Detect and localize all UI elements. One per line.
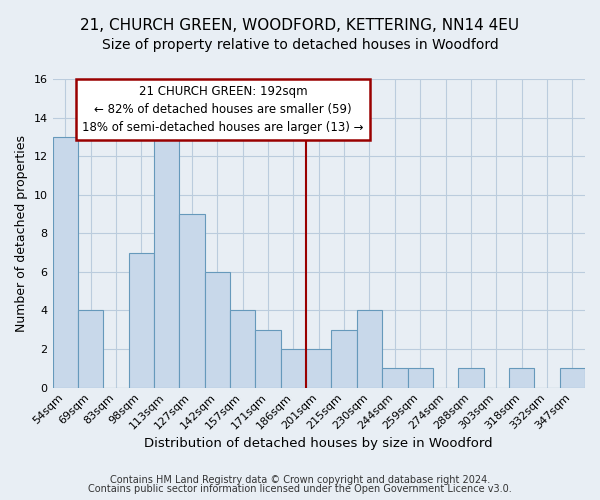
Bar <box>407 368 433 388</box>
Y-axis label: Number of detached properties: Number of detached properties <box>15 135 28 332</box>
Text: Contains HM Land Registry data © Crown copyright and database right 2024.: Contains HM Land Registry data © Crown c… <box>110 475 490 485</box>
Bar <box>306 349 331 388</box>
Bar <box>281 349 306 388</box>
Bar <box>256 330 281 388</box>
Bar <box>53 137 78 388</box>
Bar <box>509 368 534 388</box>
Bar <box>382 368 407 388</box>
Bar <box>179 214 205 388</box>
Text: 21, CHURCH GREEN, WOODFORD, KETTERING, NN14 4EU: 21, CHURCH GREEN, WOODFORD, KETTERING, N… <box>80 18 520 32</box>
Bar <box>331 330 357 388</box>
Text: Size of property relative to detached houses in Woodford: Size of property relative to detached ho… <box>101 38 499 52</box>
Text: Contains public sector information licensed under the Open Government Licence v3: Contains public sector information licen… <box>88 484 512 494</box>
Bar <box>357 310 382 388</box>
Bar <box>128 252 154 388</box>
Bar <box>78 310 103 388</box>
X-axis label: Distribution of detached houses by size in Woodford: Distribution of detached houses by size … <box>145 437 493 450</box>
Bar <box>458 368 484 388</box>
Text: 21 CHURCH GREEN: 192sqm
← 82% of detached houses are smaller (59)
18% of semi-de: 21 CHURCH GREEN: 192sqm ← 82% of detache… <box>82 85 364 134</box>
Bar <box>205 272 230 388</box>
Bar <box>560 368 585 388</box>
Bar <box>230 310 256 388</box>
Bar <box>154 137 179 388</box>
